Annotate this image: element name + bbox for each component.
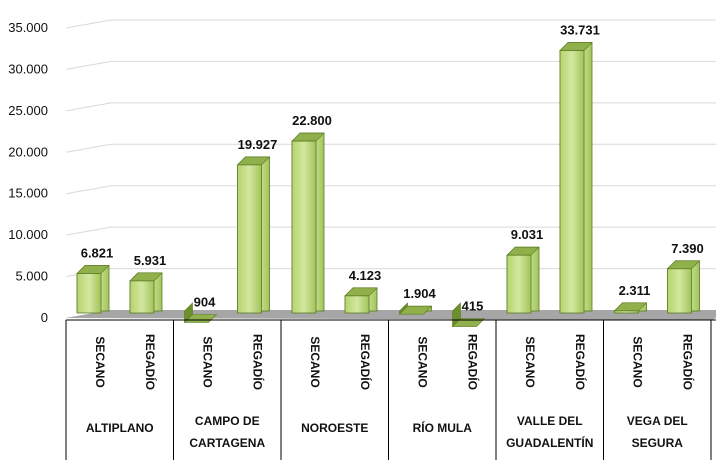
bar bbox=[666, 260, 701, 314]
subcategory-label: SECANO bbox=[201, 336, 215, 387]
region-label: ALTIPLANO bbox=[86, 421, 154, 435]
region-label: GUADALENTÍN bbox=[506, 435, 593, 450]
floor-top bbox=[66, 310, 716, 318]
data-label: 33.731 bbox=[560, 23, 600, 38]
bar-face bbox=[237, 164, 262, 314]
data-label: 9.031 bbox=[511, 227, 544, 242]
data-label: 1.904 bbox=[403, 286, 436, 301]
bar-face bbox=[506, 254, 532, 314]
gridline bbox=[65, 143, 716, 153]
region-label: CARTAGENA bbox=[189, 436, 265, 450]
subcategory-label: REGADÍO bbox=[358, 334, 373, 390]
bar-face bbox=[76, 273, 102, 314]
bar bbox=[183, 302, 218, 324]
gridline bbox=[65, 268, 716, 278]
subcategory-label: SECANO bbox=[523, 336, 537, 387]
y-tick-label: 30.000 bbox=[8, 61, 48, 76]
bar bbox=[613, 302, 648, 314]
bar-face bbox=[344, 295, 370, 314]
bar bbox=[451, 302, 486, 328]
gridline bbox=[65, 226, 716, 236]
bar-face bbox=[559, 50, 585, 314]
data-label: 6.821 bbox=[81, 245, 114, 260]
y-tick-label: 25.000 bbox=[8, 103, 48, 118]
region-label: NOROESTE bbox=[301, 421, 368, 435]
region-label: VEGA DEL bbox=[627, 414, 688, 428]
bar-top bbox=[451, 318, 486, 327]
subcategory-label: SECANO bbox=[631, 336, 645, 387]
region-label: VALLE DEL bbox=[517, 414, 583, 428]
subcategory-label: REGADÍO bbox=[143, 334, 158, 390]
data-label: 22.800 bbox=[292, 113, 332, 128]
bar bbox=[344, 287, 378, 314]
gridline bbox=[65, 19, 716, 29]
bar bbox=[236, 156, 271, 314]
y-tick-label: 0 bbox=[41, 310, 48, 325]
bar bbox=[398, 302, 433, 315]
bar-face bbox=[129, 280, 155, 314]
y-tick-label: 5.000 bbox=[15, 269, 48, 284]
bar-face bbox=[667, 268, 692, 314]
subcategory-label: REGADÍO bbox=[681, 334, 696, 390]
data-label: 2.311 bbox=[619, 283, 651, 298]
data-label: 904 bbox=[194, 295, 216, 310]
y-tick-label: 20.000 bbox=[8, 144, 48, 159]
bar bbox=[506, 246, 540, 314]
region-label: RÍO MULA bbox=[413, 420, 473, 435]
y-tick-label: 35.000 bbox=[8, 20, 48, 35]
data-label: 415 bbox=[462, 299, 484, 314]
bar bbox=[129, 272, 163, 314]
bar-face bbox=[291, 140, 317, 314]
data-label: 5.931 bbox=[134, 253, 167, 268]
gridline bbox=[65, 60, 716, 70]
data-label: 19.927 bbox=[238, 137, 278, 152]
bar-face bbox=[614, 310, 639, 314]
subcategory-label: SECANO bbox=[308, 336, 322, 387]
y-tick-label: 10.000 bbox=[8, 227, 48, 242]
y-tick-label: 15.000 bbox=[8, 186, 48, 201]
region-label: CAMPO DE bbox=[195, 414, 260, 428]
bar bbox=[76, 264, 110, 314]
bar bbox=[559, 41, 593, 314]
bar-top bbox=[398, 305, 433, 315]
bar bbox=[291, 132, 325, 314]
region-label: SEGURA bbox=[632, 436, 684, 450]
subcategory-label: SECANO bbox=[93, 336, 107, 387]
data-label: 7.390 bbox=[671, 241, 704, 256]
subcategory-label: REGADÍO bbox=[573, 334, 588, 390]
bar-top bbox=[183, 314, 218, 323]
subcategory-label: SECANO bbox=[416, 336, 430, 387]
subcategory-label: REGADÍO bbox=[251, 334, 266, 390]
gridline bbox=[65, 102, 716, 112]
data-label: 4.123 bbox=[349, 268, 382, 283]
gridline bbox=[65, 185, 716, 195]
subcategory-label: REGADÍO bbox=[466, 334, 481, 390]
